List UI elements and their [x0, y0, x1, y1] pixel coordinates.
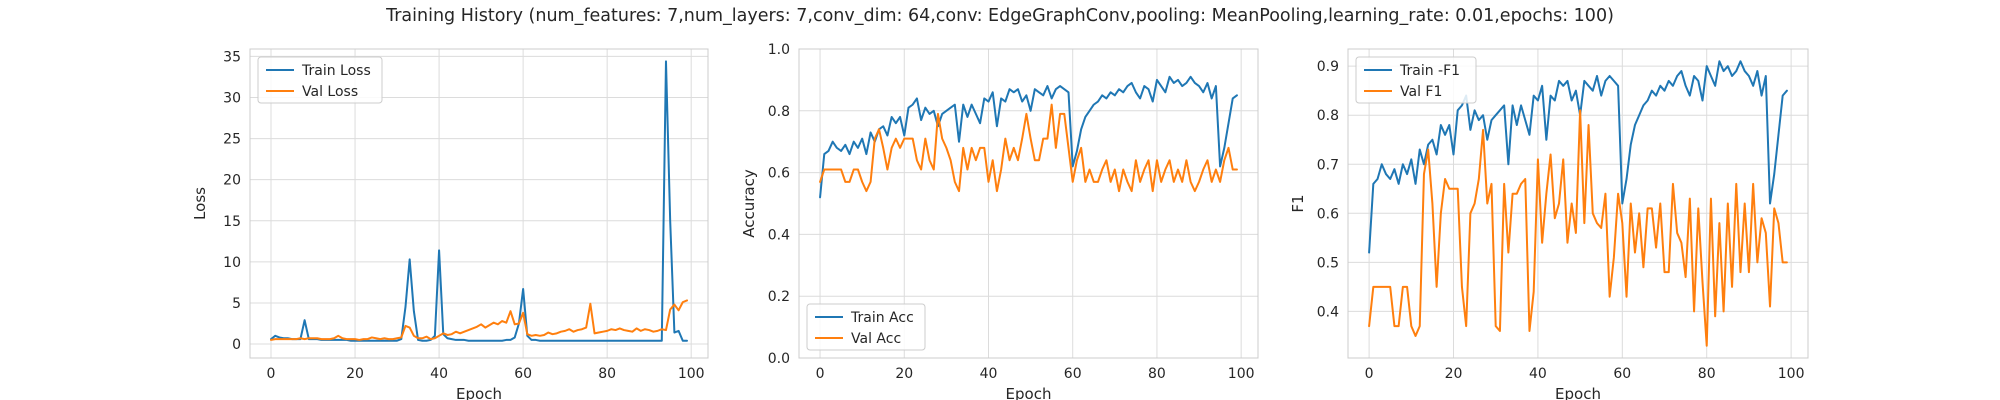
x-tick-label: 0 — [816, 366, 825, 382]
y-tick-label: 15 — [223, 214, 241, 230]
legend-label: Train -F1 — [1399, 63, 1460, 79]
x-tick-label: 80 — [598, 366, 616, 382]
x-tick-label: 80 — [1698, 366, 1716, 382]
legend-label: Val Loss — [302, 84, 358, 100]
y-tick-label: 0.8 — [1317, 108, 1339, 124]
legend: Train Acc Val Acc — [806, 303, 926, 351]
y-tick-label: 30 — [223, 90, 241, 106]
y-tick-label: 0.5 — [1317, 255, 1339, 271]
x-axis-label: Epoch — [456, 385, 502, 400]
x-tick-label: 0 — [267, 366, 276, 382]
y-tick-label: 5 — [232, 296, 241, 312]
y-axis-label: Accuracy — [740, 169, 758, 238]
series-line-train-loss — [270, 60, 688, 342]
legend-label: Train Acc — [850, 310, 914, 326]
plot-frame — [1347, 48, 1809, 359]
y-tick-label: 0.9 — [1317, 59, 1339, 75]
legend-label: Train Loss — [301, 63, 371, 79]
x-tick-label: 20 — [1445, 366, 1463, 382]
x-tick-label: 20 — [346, 366, 364, 382]
series-line-val-acc — [819, 103, 1238, 193]
y-tick-label: 0.2 — [768, 289, 790, 305]
x-axis-label: Epoch — [1006, 385, 1052, 400]
y-tick-label: 20 — [223, 173, 241, 189]
figure-title: Training History (num_features: 7,num_la… — [385, 6, 1614, 26]
y-tick-label: 0.0 — [768, 351, 790, 367]
chart-panel-1: 0 20 40 60 80 100 0 5 10 15 20 25 30 35 Epoch Loss Train… — [191, 48, 709, 400]
x-tick-label: 40 — [430, 366, 448, 382]
y-axis-label: F1 — [1289, 194, 1307, 212]
x-tick-label: 60 — [1613, 366, 1631, 382]
x-tick-label: 60 — [1064, 366, 1082, 382]
y-axis-label: Loss — [191, 187, 209, 220]
y-tick-label: 25 — [223, 132, 241, 148]
x-tick-label: 40 — [980, 366, 998, 382]
x-tick-label: 0 — [1365, 366, 1374, 382]
y-tick-label: 0 — [232, 337, 241, 353]
plot-frame — [798, 48, 1259, 359]
series-line-train-acc — [819, 75, 1238, 199]
series-line-val-f1 — [1368, 109, 1788, 347]
x-tick-label: 60 — [514, 366, 532, 382]
chart-panel-3: 0 20 40 60 80 100 0.4 0.5 0.6 0.7 0.8 0.9 Epoch F1 Tra… — [1289, 48, 1809, 400]
chart-panel-2: 0 20 40 60 80 100 0.0 0.2 0.4 0.6 0.8 1.0 Epoch Accur… — [740, 42, 1259, 400]
y-tick-label: 0.4 — [768, 227, 790, 243]
plot-frame — [249, 48, 709, 359]
x-tick-label: 80 — [1148, 366, 1166, 382]
y-tick-label: 1.0 — [768, 42, 790, 58]
y-tick-label: 35 — [223, 49, 241, 65]
x-tick-label: 20 — [895, 366, 913, 382]
y-tick-label: 0.8 — [768, 104, 790, 120]
y-tick-label: 0.7 — [1317, 157, 1339, 173]
y-tick-label: 0.4 — [1317, 304, 1339, 320]
y-tick-label: 10 — [223, 255, 241, 271]
legend: Train -F1 Val F1 — [1355, 56, 1477, 104]
x-tick-label: 100 — [678, 366, 705, 382]
x-axis-label: Epoch — [1555, 385, 1601, 400]
legend-label: Val F1 — [1400, 84, 1442, 100]
y-tick-label: 0.6 — [1317, 206, 1339, 222]
series-line-val-loss — [270, 299, 688, 341]
legend: Train Loss Val Loss — [257, 56, 383, 104]
legend-label: Val Acc — [851, 331, 901, 347]
y-tick-label: 0.6 — [768, 166, 790, 182]
x-tick-label: 40 — [1529, 366, 1547, 382]
x-tick-label: 100 — [1228, 366, 1255, 382]
x-tick-label: 100 — [1778, 366, 1805, 382]
series-line-train-f1 — [1368, 60, 1788, 254]
